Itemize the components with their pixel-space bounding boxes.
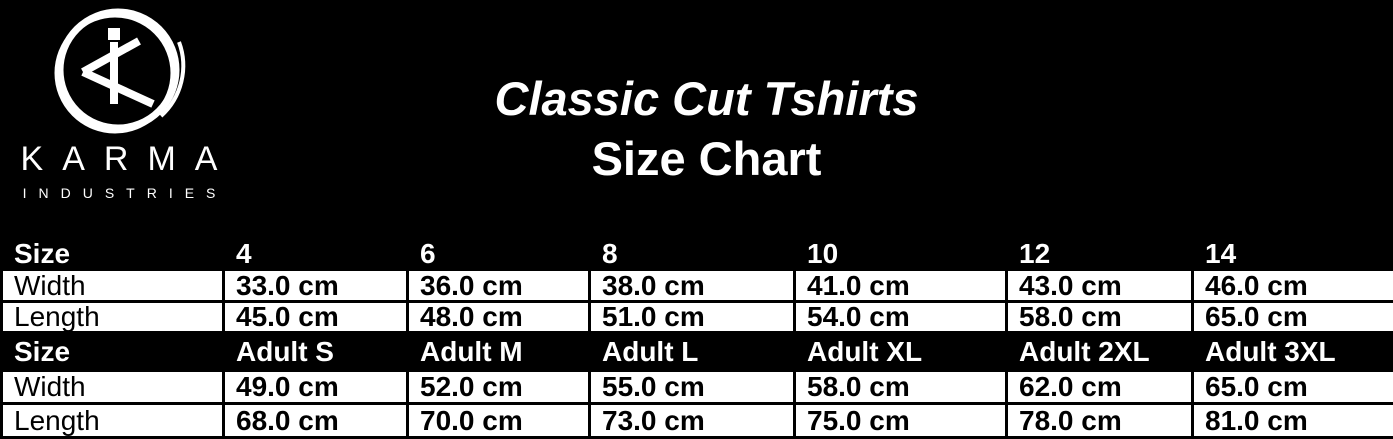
- width-value: 41.0 cm: [793, 268, 1008, 303]
- size-column-header: Adult 3XL: [1191, 331, 1393, 372]
- chart-title: Classic Cut Tshirts: [494, 72, 919, 125]
- row-label: Width: [0, 268, 225, 303]
- chart-subtitle: Size Chart: [591, 132, 822, 186]
- width-value: 65.0 cm: [1191, 369, 1393, 405]
- width-value: 43.0 cm: [1005, 268, 1194, 303]
- length-value: 45.0 cm: [222, 300, 409, 334]
- width-value: 49.0 cm: [222, 369, 409, 405]
- size-column-header: Adult XL: [793, 331, 1008, 372]
- row-label: Length: [0, 300, 225, 334]
- size-header-label: Size: [0, 331, 225, 372]
- length-value: 51.0 cm: [588, 300, 796, 334]
- size-column-header: Adult L: [588, 331, 796, 372]
- header-area: KARMA INDUSTRIES Classic Cut Tshirts Siz…: [13, 4, 1393, 201]
- width-value: 38.0 cm: [588, 268, 796, 303]
- width-value: 62.0 cm: [1005, 369, 1194, 405]
- size-column-header: 6: [406, 237, 591, 271]
- length-value: 65.0 cm: [1191, 300, 1393, 334]
- size-column-header: 8: [588, 237, 796, 271]
- karma-logo: KARMA INDUSTRIES: [13, 4, 225, 201]
- length-row-kids: Length 45.0 cm 48.0 cm 51.0 cm 54.0 cm 5…: [0, 300, 1393, 334]
- width-value: 36.0 cm: [406, 268, 591, 303]
- width-value: 55.0 cm: [588, 369, 796, 405]
- karma-logo-icon: [54, 8, 186, 134]
- size-header-row-kids: Size 4 6 8 10 12 14: [0, 237, 1393, 271]
- width-row-kids: Width 33.0 cm 36.0 cm 38.0 cm 41.0 cm 43…: [0, 268, 1393, 303]
- brand-subtitle: INDUSTRIES: [22, 185, 228, 201]
- size-chart-table: Size 4 6 8 10 12 14 Width 33.0 cm 36.0 c…: [0, 237, 1393, 439]
- size-column-header: Adult M: [406, 331, 591, 372]
- width-value: 52.0 cm: [406, 369, 591, 405]
- width-value: 33.0 cm: [222, 268, 409, 303]
- length-value: 54.0 cm: [793, 300, 1008, 334]
- length-value: 58.0 cm: [1005, 300, 1194, 334]
- row-label: Length: [0, 402, 225, 439]
- length-value: 48.0 cm: [406, 300, 591, 334]
- width-value: 58.0 cm: [793, 369, 1008, 405]
- brand-name: KARMA: [20, 140, 237, 178]
- size-column-header: 4: [222, 237, 409, 271]
- size-column-header: 10: [793, 237, 1008, 271]
- length-row-adult: Length 68.0 cm 70.0 cm 73.0 cm 75.0 cm 7…: [0, 402, 1393, 439]
- length-value: 81.0 cm: [1191, 402, 1393, 439]
- size-column-header: 14: [1191, 237, 1393, 271]
- size-column-header: Adult S: [222, 331, 409, 372]
- size-column-header: 12: [1005, 237, 1194, 271]
- size-column-header: Adult 2XL: [1005, 331, 1194, 372]
- width-value: 46.0 cm: [1191, 268, 1393, 303]
- width-row-adult: Width 49.0 cm 52.0 cm 55.0 cm 58.0 cm 62…: [0, 369, 1393, 405]
- length-value: 70.0 cm: [406, 402, 591, 439]
- title-block: Classic Cut Tshirts Size Chart: [20, 72, 1393, 186]
- size-header-row-adult: Size Adult S Adult M Adult L Adult XL Ad…: [0, 331, 1393, 372]
- length-value: 75.0 cm: [793, 402, 1008, 439]
- row-label: Width: [0, 369, 225, 405]
- length-value: 78.0 cm: [1005, 402, 1194, 439]
- size-header-label: Size: [0, 237, 225, 271]
- length-value: 73.0 cm: [588, 402, 796, 439]
- length-value: 68.0 cm: [222, 402, 409, 439]
